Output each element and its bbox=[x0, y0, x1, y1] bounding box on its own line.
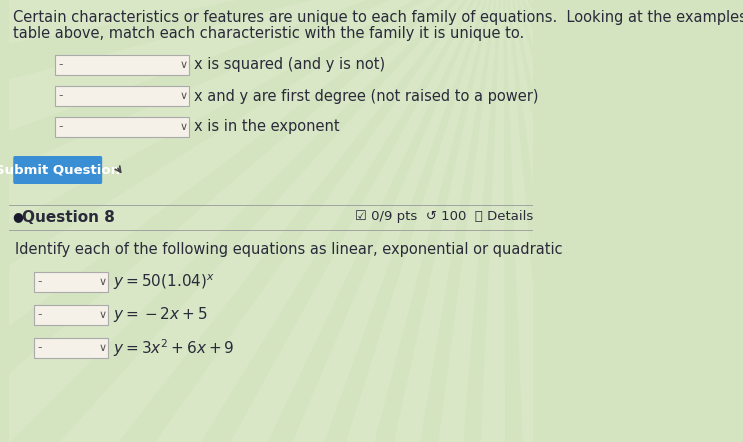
Text: ∨: ∨ bbox=[179, 60, 187, 70]
Text: Identify each of the following equations as linear, exponential or quadratic: Identify each of the following equations… bbox=[15, 242, 562, 257]
Wedge shape bbox=[0, 0, 503, 175]
Text: ●: ● bbox=[13, 210, 24, 223]
Wedge shape bbox=[387, 0, 503, 442]
Wedge shape bbox=[503, 0, 743, 442]
Wedge shape bbox=[463, 0, 507, 442]
FancyBboxPatch shape bbox=[33, 338, 108, 358]
Wedge shape bbox=[503, 0, 743, 421]
FancyBboxPatch shape bbox=[55, 55, 189, 75]
Text: -: - bbox=[59, 58, 63, 72]
Text: x and y are first degree (not raised to a power): x and y are first degree (not raised to … bbox=[194, 88, 539, 103]
Text: x is in the exponent: x is in the exponent bbox=[194, 119, 340, 134]
Wedge shape bbox=[3, 0, 503, 442]
Text: $y = 3x^{2} + 6x + 9$: $y = 3x^{2} + 6x + 9$ bbox=[113, 337, 234, 359]
Wedge shape bbox=[503, 0, 658, 442]
Wedge shape bbox=[503, 0, 743, 13]
FancyBboxPatch shape bbox=[55, 117, 189, 137]
FancyBboxPatch shape bbox=[13, 156, 103, 184]
Wedge shape bbox=[503, 0, 743, 442]
Text: ∨: ∨ bbox=[98, 343, 106, 353]
Wedge shape bbox=[313, 0, 503, 442]
Text: -: - bbox=[59, 89, 63, 103]
Wedge shape bbox=[503, 0, 743, 442]
Wedge shape bbox=[0, 0, 503, 442]
Wedge shape bbox=[503, 0, 743, 442]
Wedge shape bbox=[503, 0, 743, 442]
Text: -: - bbox=[59, 121, 63, 133]
Wedge shape bbox=[503, 0, 743, 120]
Wedge shape bbox=[0, 0, 503, 278]
Text: ∨: ∨ bbox=[98, 310, 106, 320]
Text: ☑ 0/9 pts  ↺ 100  ⓘ Details: ☑ 0/9 pts ↺ 100 ⓘ Details bbox=[355, 210, 533, 223]
Text: x is squared (and y is not): x is squared (and y is not) bbox=[194, 57, 385, 72]
Wedge shape bbox=[0, 0, 503, 69]
Wedge shape bbox=[241, 0, 503, 442]
Wedge shape bbox=[503, 0, 743, 225]
Wedge shape bbox=[0, 0, 503, 376]
Text: ∨: ∨ bbox=[179, 91, 187, 101]
FancyBboxPatch shape bbox=[33, 272, 108, 292]
FancyBboxPatch shape bbox=[55, 86, 189, 106]
Text: $y = 50(1.04)^{x}$: $y = 50(1.04)^{x}$ bbox=[113, 272, 215, 292]
Text: -: - bbox=[37, 275, 42, 289]
Wedge shape bbox=[503, 0, 731, 442]
FancyBboxPatch shape bbox=[33, 305, 108, 325]
Wedge shape bbox=[503, 0, 743, 326]
Text: $y = -2x + 5$: $y = -2x + 5$ bbox=[113, 305, 207, 324]
Text: table above, match each characteristic with the family it is unique to.: table above, match each characteristic w… bbox=[13, 26, 525, 41]
Text: ∨: ∨ bbox=[179, 122, 187, 132]
Text: Question 8: Question 8 bbox=[22, 210, 114, 225]
Text: Certain characteristics or features are unique to each family of equations.  Loo: Certain characteristics or features are … bbox=[13, 10, 743, 25]
Wedge shape bbox=[111, 0, 503, 442]
Wedge shape bbox=[174, 0, 503, 442]
Text: Submit Question: Submit Question bbox=[0, 164, 120, 176]
Wedge shape bbox=[53, 0, 503, 442]
Wedge shape bbox=[503, 0, 583, 442]
Text: -: - bbox=[37, 309, 42, 321]
Text: ∨: ∨ bbox=[98, 277, 106, 287]
Text: -: - bbox=[37, 342, 42, 354]
